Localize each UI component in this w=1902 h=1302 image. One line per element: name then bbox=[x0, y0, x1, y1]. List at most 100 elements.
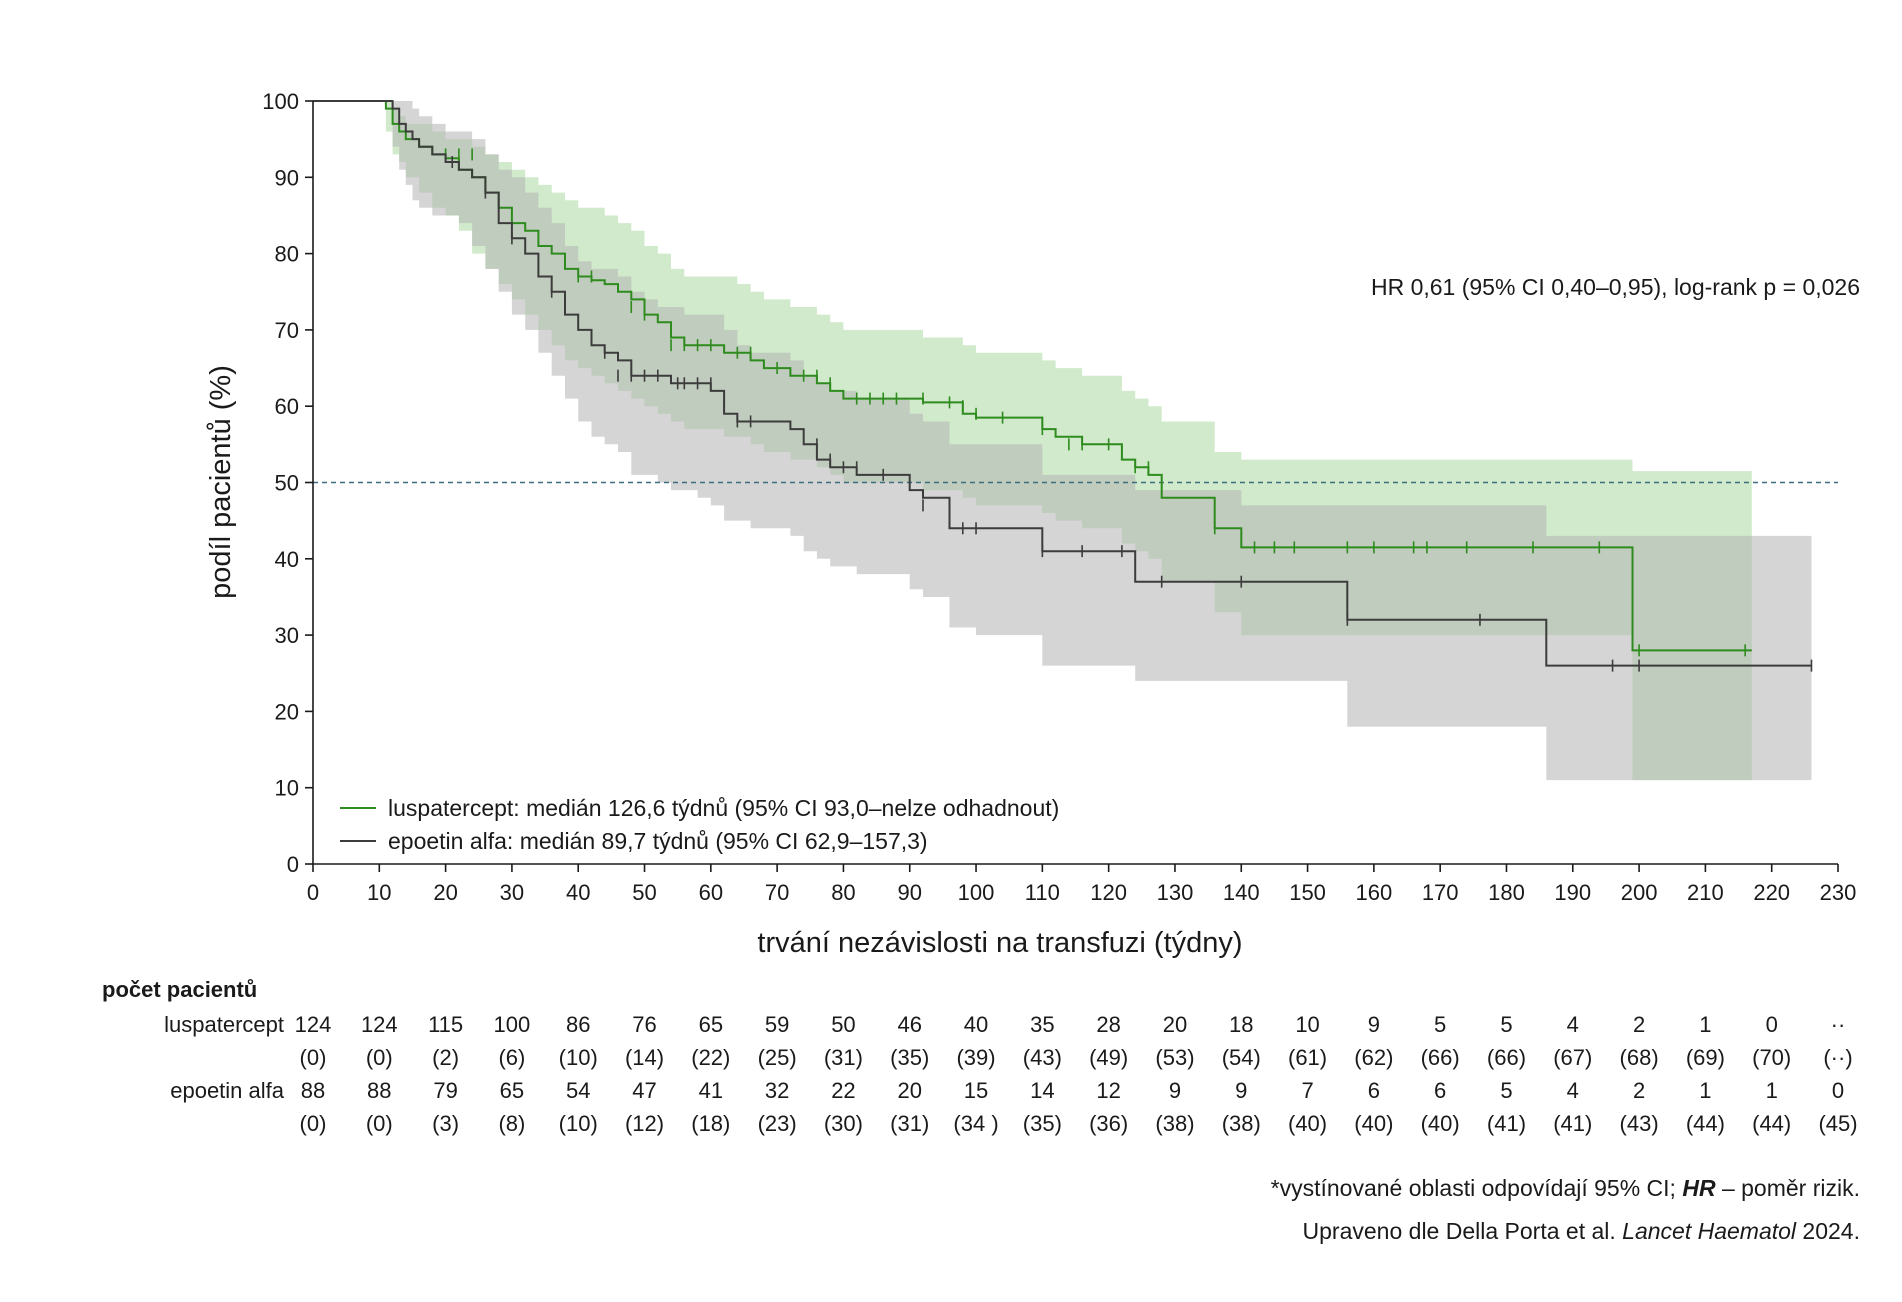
legend-label-luspatercept: luspatercept: medián 126,6 týdnů (95% CI… bbox=[388, 795, 1059, 821]
y-tick-label: 40 bbox=[275, 547, 299, 572]
risk-count-luspatercept: 18 bbox=[1229, 1012, 1253, 1037]
x-tick-label: 50 bbox=[632, 880, 656, 905]
risk-row-label-epoetin: epoetin alfa bbox=[170, 1078, 285, 1103]
risk-censored-epoetin: (36) bbox=[1089, 1111, 1128, 1136]
risk-count-luspatercept: 124 bbox=[295, 1012, 332, 1037]
risk-count-epoetin: 41 bbox=[699, 1078, 723, 1103]
x-tick-label: 170 bbox=[1422, 880, 1459, 905]
risk-count-epoetin: 9 bbox=[1235, 1078, 1247, 1103]
risk-count-epoetin: 79 bbox=[433, 1078, 457, 1103]
y-tick-label: 20 bbox=[275, 699, 299, 724]
risk-censored-epoetin: (31) bbox=[890, 1111, 929, 1136]
y-tick-label: 10 bbox=[275, 776, 299, 801]
risk-censored-luspatercept: (62) bbox=[1354, 1045, 1393, 1070]
risk-count-epoetin: 0 bbox=[1832, 1078, 1844, 1103]
risk-count-luspatercept: 115 bbox=[428, 1012, 463, 1037]
risk-count-luspatercept: 5 bbox=[1434, 1012, 1446, 1037]
risk-count-epoetin: 47 bbox=[632, 1078, 656, 1103]
risk-censored-epoetin: (23) bbox=[758, 1111, 797, 1136]
risk-censored-luspatercept: (68) bbox=[1620, 1045, 1659, 1070]
risk-count-luspatercept: 5 bbox=[1500, 1012, 1512, 1037]
y-tick-label: 60 bbox=[275, 394, 299, 419]
risk-count-luspatercept: 0 bbox=[1766, 1012, 1778, 1037]
risk-count-luspatercept: 10 bbox=[1295, 1012, 1319, 1037]
risk-censored-luspatercept: (35) bbox=[890, 1045, 929, 1070]
risk-censored-epoetin: (41) bbox=[1553, 1111, 1592, 1136]
y-tick-label: 0 bbox=[287, 852, 299, 877]
risk-count-luspatercept: 2 bbox=[1633, 1012, 1645, 1037]
risk-row-label-luspatercept: luspatercept bbox=[164, 1012, 284, 1037]
y-tick-label: 50 bbox=[275, 471, 299, 496]
x-tick-label: 210 bbox=[1687, 880, 1724, 905]
x-tick-label: 90 bbox=[897, 880, 921, 905]
risk-censored-luspatercept: (70) bbox=[1752, 1045, 1791, 1070]
risk-censored-luspatercept: (53) bbox=[1155, 1045, 1194, 1070]
risk-censored-luspatercept: (39) bbox=[956, 1045, 995, 1070]
y-tick-label: 70 bbox=[275, 318, 299, 343]
risk-censored-epoetin: (3) bbox=[432, 1111, 459, 1136]
risk-count-luspatercept: 50 bbox=[831, 1012, 855, 1037]
x-tick-label: 220 bbox=[1753, 880, 1790, 905]
survival-curves bbox=[313, 100, 1838, 672]
risk-table-header: počet pacientů bbox=[102, 977, 257, 1002]
risk-count-epoetin: 1 bbox=[1699, 1078, 1711, 1103]
y-axis-title: podíl pacientů (%) bbox=[205, 365, 237, 599]
risk-count-luspatercept: 124 bbox=[361, 1012, 398, 1037]
risk-censored-epoetin: (44) bbox=[1686, 1111, 1725, 1136]
risk-count-epoetin: 12 bbox=[1096, 1078, 1120, 1103]
y-tick-label: 30 bbox=[275, 623, 299, 648]
risk-count-luspatercept: 40 bbox=[964, 1012, 988, 1037]
x-tick-label: 130 bbox=[1157, 880, 1194, 905]
risk-censored-epoetin: (40) bbox=[1354, 1111, 1393, 1136]
footnote-ci-suffix: – poměr rizik. bbox=[1715, 1175, 1860, 1201]
risk-censored-epoetin: (18) bbox=[691, 1111, 730, 1136]
x-tick-label: 30 bbox=[500, 880, 524, 905]
risk-count-epoetin: 88 bbox=[367, 1078, 391, 1103]
risk-count-epoetin: 7 bbox=[1301, 1078, 1313, 1103]
risk-censored-epoetin: (0) bbox=[366, 1111, 393, 1136]
risk-censored-epoetin: (40) bbox=[1421, 1111, 1460, 1136]
x-tick-label: 230 bbox=[1820, 880, 1857, 905]
risk-count-epoetin: 15 bbox=[964, 1078, 988, 1103]
risk-censored-luspatercept: (··) bbox=[1823, 1045, 1852, 1070]
footnote-journal: Lancet Haematol bbox=[1622, 1218, 1797, 1244]
risk-count-epoetin: 4 bbox=[1567, 1078, 1579, 1103]
risk-censored-epoetin: (38) bbox=[1155, 1111, 1194, 1136]
risk-censored-luspatercept: (0) bbox=[366, 1045, 393, 1070]
risk-count-epoetin: 1 bbox=[1766, 1078, 1778, 1103]
risk-count-epoetin: 20 bbox=[897, 1078, 921, 1103]
risk-censored-epoetin: (40) bbox=[1288, 1111, 1327, 1136]
risk-count-epoetin: 9 bbox=[1169, 1078, 1181, 1103]
risk-count-epoetin: 88 bbox=[301, 1078, 325, 1103]
x-tick-label: 10 bbox=[367, 880, 391, 905]
risk-censored-epoetin: (43) bbox=[1620, 1111, 1659, 1136]
x-tick-label: 190 bbox=[1554, 880, 1591, 905]
risk-table: 124 124 115 100 86 76 65 59 50 46 40 35 28 20 18 10 9 5 5 4… bbox=[295, 1012, 1858, 1136]
risk-censored-luspatercept: (54) bbox=[1222, 1045, 1261, 1070]
y-tick-label: 90 bbox=[275, 165, 299, 190]
risk-count-luspatercept: 9 bbox=[1368, 1012, 1380, 1037]
risk-censored-luspatercept: (66) bbox=[1487, 1045, 1526, 1070]
x-tick-label: 150 bbox=[1289, 880, 1326, 905]
ci-band-epoetin bbox=[313, 101, 1812, 781]
risk-count-luspatercept: 86 bbox=[566, 1012, 590, 1037]
risk-censored-luspatercept: (6) bbox=[498, 1045, 525, 1070]
risk-count-epoetin: 6 bbox=[1368, 1078, 1380, 1103]
x-tick-label: 0 bbox=[307, 880, 319, 905]
hr-annotation: HR 0,61 (95% CI 0,40–0,95), log-rank p =… bbox=[1371, 274, 1860, 300]
risk-censored-luspatercept: (22) bbox=[691, 1045, 730, 1070]
risk-censored-luspatercept: (61) bbox=[1288, 1045, 1327, 1070]
risk-count-luspatercept: 65 bbox=[699, 1012, 723, 1037]
risk-count-epoetin: 22 bbox=[831, 1078, 855, 1103]
x-tick-label: 70 bbox=[765, 880, 789, 905]
risk-censored-epoetin: (38) bbox=[1222, 1111, 1261, 1136]
legend-label-epoetin: epoetin alfa: medián 89,7 týdnů (95% CI … bbox=[388, 828, 928, 854]
risk-censored-epoetin: (0) bbox=[300, 1111, 327, 1136]
x-tick-label: 200 bbox=[1621, 880, 1658, 905]
survival-curve-epoetin bbox=[313, 100, 1812, 667]
risk-censored-luspatercept: (2) bbox=[432, 1045, 459, 1070]
risk-censored-luspatercept: (10) bbox=[559, 1045, 598, 1070]
risk-censored-epoetin: (45) bbox=[1818, 1111, 1857, 1136]
risk-censored-luspatercept: (69) bbox=[1686, 1045, 1725, 1070]
footnote-source-prefix: Upraveno dle Della Porta et al. bbox=[1302, 1218, 1623, 1244]
